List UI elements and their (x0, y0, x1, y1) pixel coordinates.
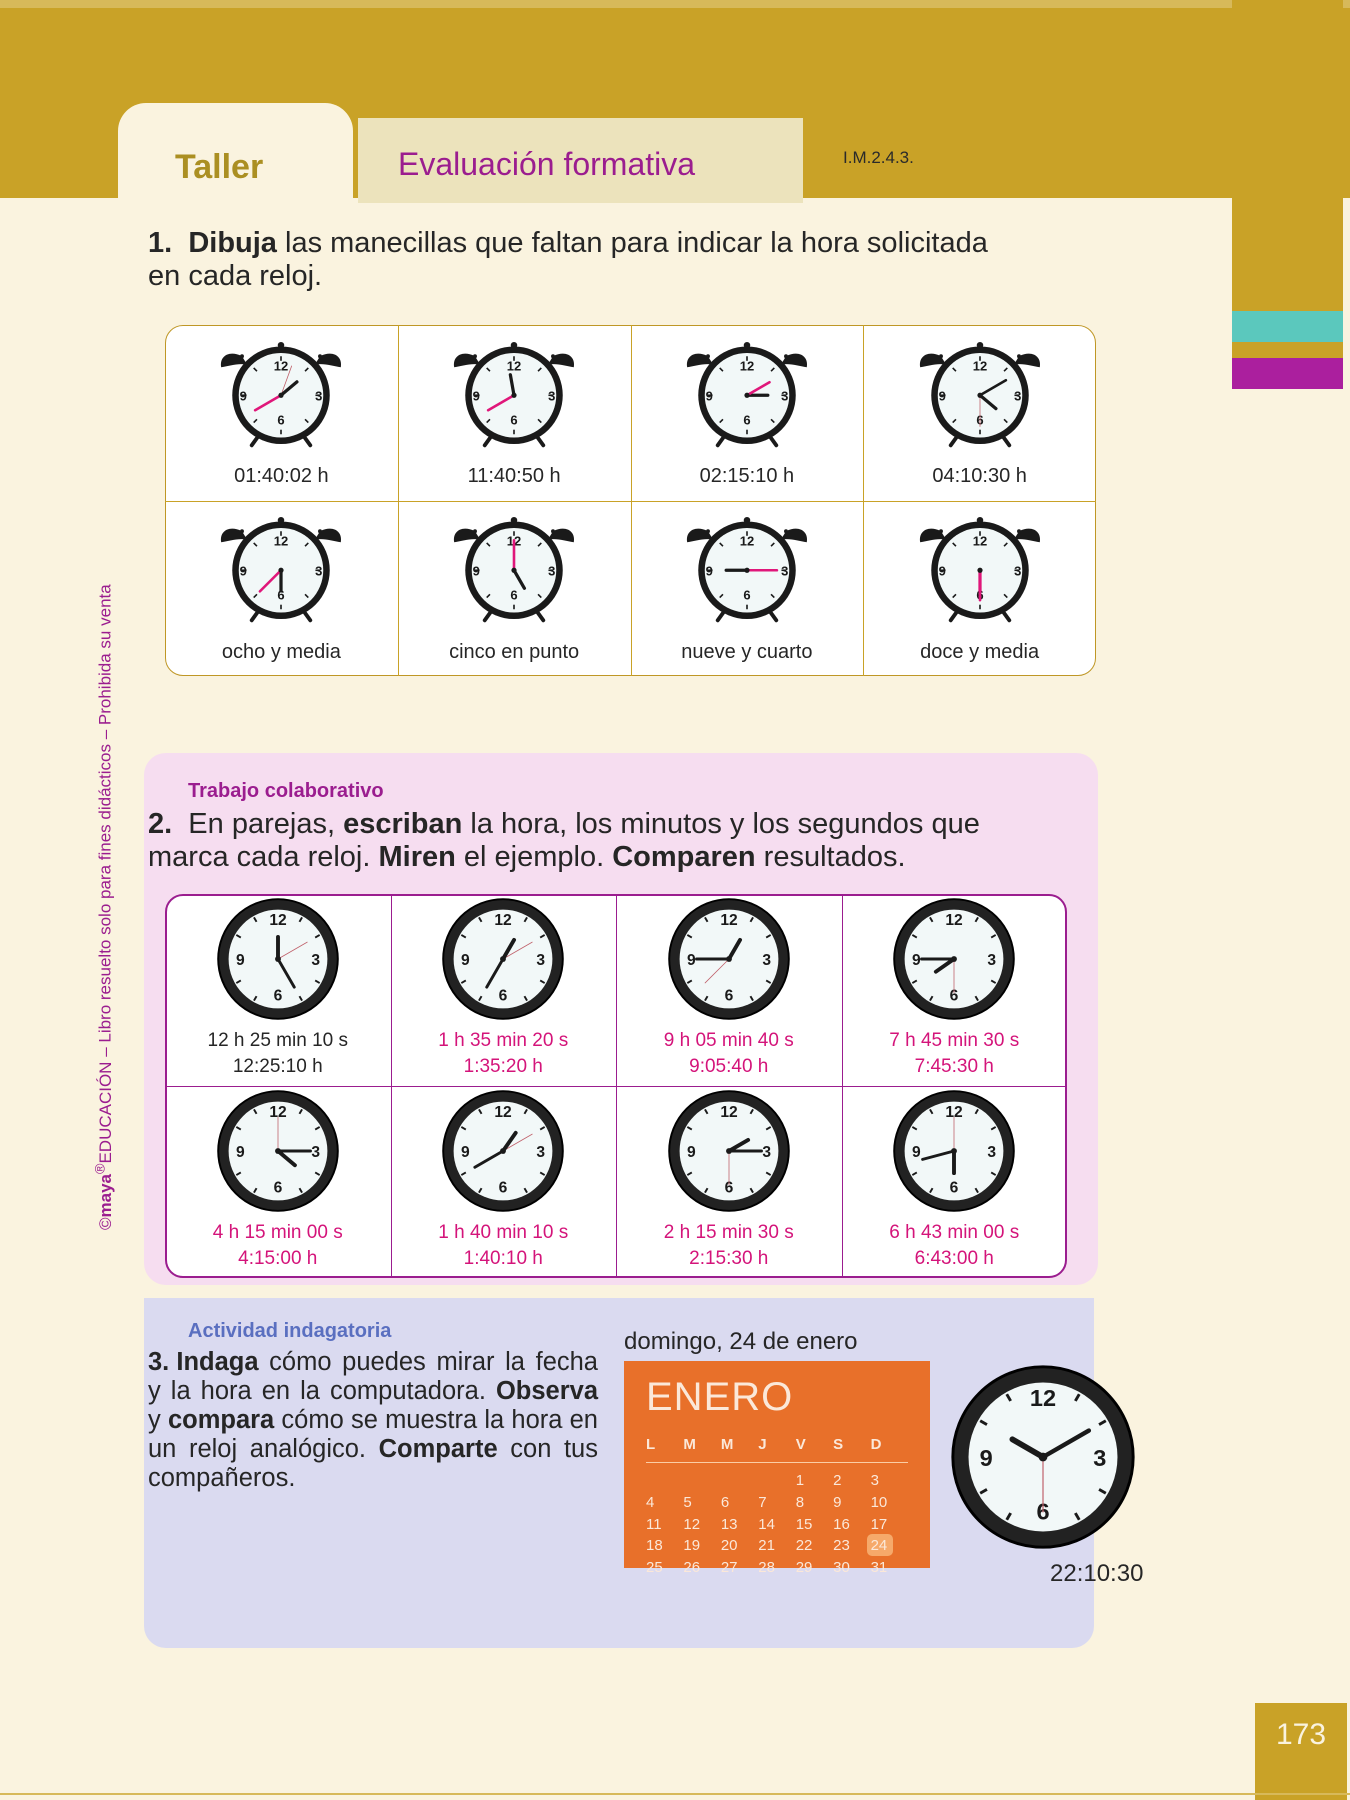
svg-text:3: 3 (315, 564, 322, 579)
svg-text:3: 3 (315, 388, 322, 403)
svg-text:3: 3 (781, 388, 788, 403)
svg-text:6: 6 (743, 412, 750, 427)
svg-text:9: 9 (706, 564, 713, 579)
svg-text:6: 6 (511, 412, 518, 427)
svg-text:9: 9 (687, 1144, 696, 1161)
svg-text:6: 6 (273, 1180, 282, 1197)
svg-text:12: 12 (495, 1104, 513, 1121)
svg-text:3: 3 (988, 1144, 997, 1161)
svg-text:6: 6 (499, 1180, 508, 1197)
svg-text:9: 9 (236, 952, 245, 969)
svg-text:6: 6 (511, 588, 518, 603)
svg-text:12: 12 (720, 1104, 738, 1121)
svg-text:6: 6 (950, 1180, 959, 1197)
svg-text:6: 6 (743, 588, 750, 603)
svg-text:3: 3 (311, 1144, 320, 1161)
svg-text:3: 3 (988, 952, 997, 969)
svg-text:9: 9 (240, 388, 247, 403)
svg-text:3: 3 (1093, 1445, 1106, 1471)
svg-text:12: 12 (507, 358, 521, 373)
svg-text:9: 9 (473, 564, 480, 579)
svg-text:3: 3 (311, 952, 320, 969)
svg-text:3: 3 (1014, 388, 1021, 403)
svg-text:12: 12 (274, 358, 288, 373)
svg-text:9: 9 (240, 564, 247, 579)
svg-text:12: 12 (274, 534, 288, 549)
svg-text:12: 12 (946, 912, 964, 929)
svg-text:9: 9 (461, 1144, 470, 1161)
svg-text:3: 3 (548, 388, 555, 403)
svg-text:12: 12 (740, 534, 754, 549)
svg-text:3: 3 (762, 952, 771, 969)
svg-text:12: 12 (972, 358, 986, 373)
svg-text:6: 6 (278, 412, 285, 427)
svg-text:6: 6 (724, 988, 733, 1005)
svg-text:6: 6 (273, 988, 282, 1005)
svg-text:12: 12 (495, 912, 513, 929)
svg-text:9: 9 (706, 388, 713, 403)
svg-text:12: 12 (740, 358, 754, 373)
svg-text:9: 9 (687, 952, 696, 969)
svg-text:12: 12 (972, 534, 986, 549)
svg-text:12: 12 (1030, 1385, 1056, 1411)
svg-text:9: 9 (236, 1144, 245, 1161)
svg-text:12: 12 (269, 912, 287, 929)
svg-text:9: 9 (980, 1445, 993, 1471)
svg-text:3: 3 (537, 952, 546, 969)
svg-text:9: 9 (473, 388, 480, 403)
svg-text:3: 3 (1014, 564, 1021, 579)
svg-text:12: 12 (720, 912, 738, 929)
svg-text:9: 9 (912, 952, 921, 969)
svg-text:3: 3 (762, 1144, 771, 1161)
svg-text:3: 3 (548, 564, 555, 579)
svg-text:9: 9 (461, 952, 470, 969)
svg-text:3: 3 (781, 564, 788, 579)
svg-text:9: 9 (912, 1144, 921, 1161)
svg-text:6: 6 (499, 988, 508, 1005)
svg-text:9: 9 (938, 388, 945, 403)
svg-text:3: 3 (537, 1144, 546, 1161)
svg-text:9: 9 (938, 564, 945, 579)
